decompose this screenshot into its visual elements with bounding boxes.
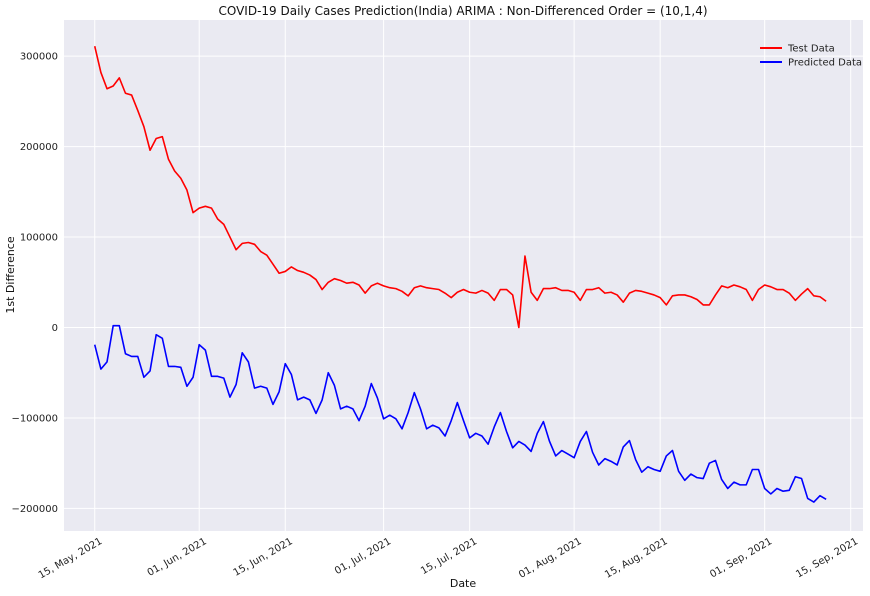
y-tick-label: −100000 (11, 413, 58, 424)
legend: Test Data Predicted Data (760, 44, 862, 69)
x-tick-label: 01, Jun, 2021 (146, 536, 209, 579)
x-axis-label: Date (450, 577, 477, 590)
series-line-test-data (93, 46, 827, 329)
chart-title: COVID-19 Daily Cases Prediction(India) A… (218, 4, 707, 18)
legend-label-test-data: Test Data (787, 44, 835, 55)
x-axis-ticks: 15, May, 2021 01, Jun, 2021 15, Jun, 2021 0… (37, 536, 860, 581)
y-tick-label: 300000 (20, 52, 58, 63)
x-tick-label: 15, May, 2021 (37, 536, 104, 581)
x-tick-label: 01, Jul, 2021 (333, 536, 393, 577)
x-tick-label: 15, Sep, 2021 (794, 536, 860, 580)
y-tick-label: 200000 (20, 142, 58, 153)
y-axis-ticks: −200000 −100000 0 100000 200000 300000 (11, 52, 58, 515)
x-tick-label: 15, Aug, 2021 (603, 536, 669, 581)
gridlines (64, 20, 863, 531)
y-tick-label: −200000 (11, 504, 58, 515)
y-tick-label: 0 (52, 323, 58, 334)
series-line-predicted-data (93, 324, 827, 503)
y-tick-label: 100000 (20, 233, 58, 244)
x-tick-label: 01, Aug, 2021 (517, 536, 583, 581)
legend-label-predicted-data: Predicted Data (788, 58, 862, 69)
plot-background (64, 20, 863, 531)
x-tick-label: 15, Jul, 2021 (419, 536, 479, 577)
x-tick-label: 01, Sep, 2021 (708, 536, 774, 580)
y-axis-label: 1st Difference (4, 236, 17, 313)
x-tick-label: 15, Jun, 2021 (232, 536, 295, 579)
series-lines (93, 46, 827, 503)
